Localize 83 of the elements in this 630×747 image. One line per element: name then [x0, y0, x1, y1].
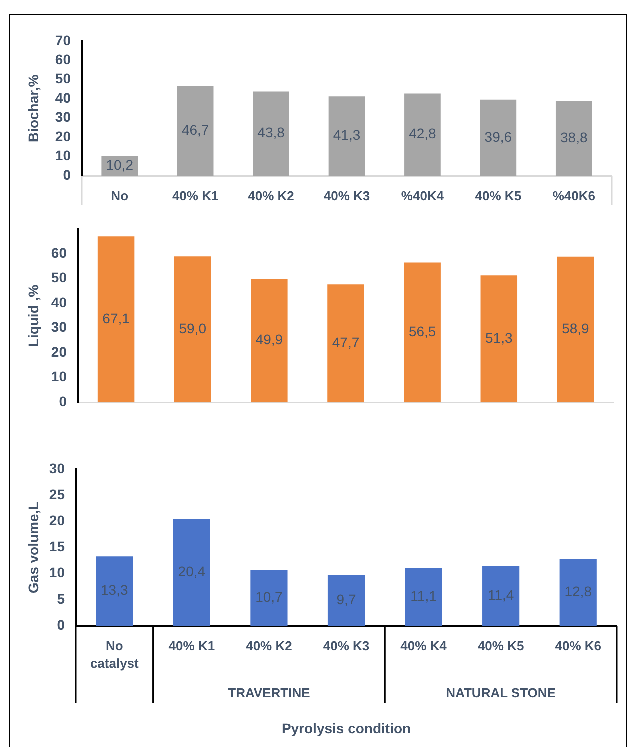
data-label: 49,9	[256, 332, 284, 348]
y-tick-label: 40	[55, 90, 72, 106]
text: NATURAL STONE	[446, 686, 556, 701]
y-tick-label: 50	[51, 270, 68, 286]
y-tick-label: 0	[59, 393, 68, 410]
data-label: 58,9	[562, 320, 590, 337]
x-tick-label: No	[111, 188, 129, 204]
data-label: 38,8	[560, 130, 588, 146]
x-tick-label: %40K4	[401, 188, 445, 204]
x-tick-label: 40% K5	[478, 638, 524, 654]
data-label: 11,1	[410, 588, 438, 604]
bar	[560, 559, 597, 626]
bar	[328, 575, 366, 626]
x-tick-label: %40K6	[552, 188, 596, 204]
y-axis-title: Gas volume,L	[25, 501, 42, 594]
y-tick-label: 20	[51, 344, 68, 360]
bar	[177, 86, 214, 176]
y-tick-label: 0	[63, 166, 72, 183]
data-label: 9,7	[336, 592, 356, 608]
y-tick-label: 20	[55, 128, 72, 144]
bar	[173, 520, 210, 626]
bar	[253, 92, 290, 176]
bar	[556, 101, 592, 176]
y-tick-label: 20	[49, 512, 66, 528]
x-tick-label: 40% K2	[246, 638, 292, 654]
data-label: 43,8	[258, 124, 286, 141]
x-tick-label: 40% K3	[323, 638, 370, 654]
y-tick-label: 30	[49, 460, 66, 476]
y-tick-label: 15	[49, 538, 66, 555]
y-tick-label: 25	[49, 486, 66, 502]
y-tick-label: 40	[51, 294, 68, 310]
bar	[250, 570, 288, 626]
data-label: 20,4	[178, 564, 206, 580]
bar	[557, 256, 594, 403]
bar	[480, 276, 518, 403]
bar	[404, 94, 441, 176]
x-axis-title: Pyrolysis condition	[282, 720, 412, 736]
y-tick-label: 70	[55, 32, 72, 48]
bar	[328, 284, 364, 403]
data-label: 10,7	[256, 588, 284, 605]
data-label: 59,0	[179, 320, 207, 336]
x-tick-label: 40% K3	[324, 188, 370, 204]
data-label: 56,5	[408, 324, 436, 340]
text: TRAVERTINE	[228, 686, 311, 701]
data-label: 42,8	[409, 126, 437, 142]
x-tick-label: No catalyst	[90, 638, 140, 671]
x-tick-label: 40% K6	[555, 638, 602, 654]
x-tick-label: 40% K4	[400, 638, 448, 654]
x-tick-label: 40% K1	[172, 188, 219, 204]
y-tick-label: 10	[49, 564, 66, 581]
y-axis-title: Liquid ,%	[25, 284, 42, 348]
y-tick-label: 30	[55, 109, 72, 126]
bar	[405, 568, 442, 626]
bar	[404, 262, 441, 403]
data-label: 12,8	[564, 583, 592, 600]
data-label: 47,7	[332, 334, 360, 350]
y-tick-label: 60	[51, 245, 68, 261]
bar	[251, 279, 288, 403]
y-tick-label: 30	[51, 319, 68, 336]
y-tick-label: 50	[55, 70, 72, 87]
bar	[480, 100, 517, 176]
data-label: 10,2	[106, 157, 134, 174]
bar	[328, 96, 366, 176]
bar	[98, 236, 135, 403]
x-tick-label: 40% K2	[248, 188, 294, 204]
bar	[482, 566, 520, 626]
bar	[174, 256, 212, 403]
data-label: 41,3	[333, 127, 361, 144]
data-label: 39,6	[484, 128, 512, 145]
y-axis-title: Biochar,%	[25, 74, 42, 143]
bar	[96, 556, 134, 626]
data-label: 13,3	[101, 582, 128, 598]
data-label: 46,7	[182, 122, 210, 138]
y-tick-label: 10	[55, 148, 72, 164]
data-label: 67,1	[102, 310, 130, 326]
y-tick-label: 60	[55, 51, 72, 68]
y-tick-label: 10	[51, 368, 68, 385]
x-tick-label: 40% K5	[475, 188, 522, 204]
data-label: 51,3	[486, 330, 513, 346]
y-tick-label: 5	[57, 590, 66, 607]
data-label: 11,4	[488, 587, 514, 604]
y-tick-label: 0	[57, 616, 66, 633]
x-tick-label: 40% K1	[168, 638, 216, 654]
